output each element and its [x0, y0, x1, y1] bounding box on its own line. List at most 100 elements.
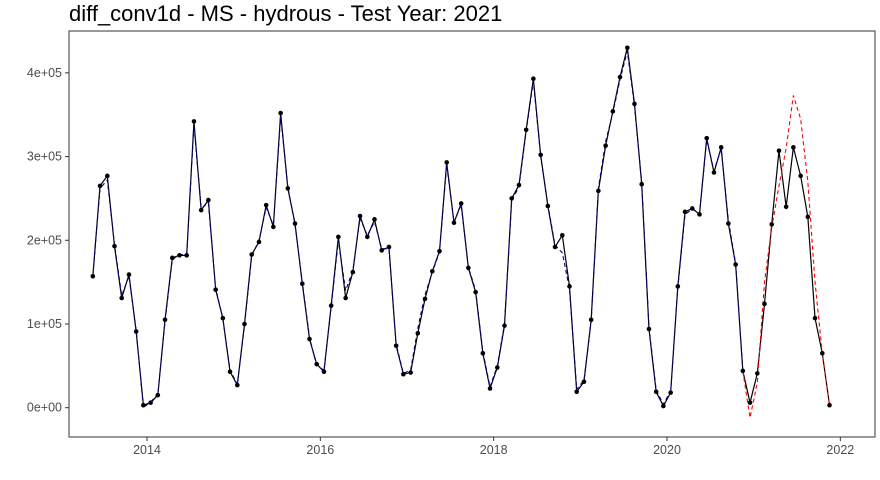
actual-data-point [343, 295, 348, 301]
actual-data-point [552, 244, 558, 250]
actual-data-point [639, 181, 644, 187]
actual-data-point [704, 135, 709, 141]
actual-data-point [307, 336, 312, 342]
actual-data-point [300, 281, 305, 287]
actual-data-point [646, 326, 652, 332]
actual-data-point [812, 315, 818, 321]
actual-data-point [206, 197, 211, 203]
actual-data-point [256, 239, 262, 245]
actual-data-point [682, 209, 688, 215]
y-tick-label-1e+05: 1e+05 [27, 317, 62, 331]
actual-data-point [105, 173, 110, 179]
actual-data-point [328, 303, 334, 308]
actual-data-point [220, 315, 226, 321]
actual-data-point [213, 287, 218, 292]
actual-data-point [740, 368, 746, 374]
x-tick-label-2020: 2020 [653, 443, 681, 457]
actual-data-point [480, 350, 486, 356]
actual-data-point [747, 400, 753, 405]
actual-data-point [162, 317, 168, 323]
actual-data-point [393, 343, 399, 349]
actual-data-point [625, 45, 630, 51]
plot-panel-border [68, 30, 876, 438]
y-tick-label-4e+05: 4e+05 [27, 66, 62, 80]
y-tick-label-3e+05: 3e+05 [27, 150, 62, 164]
actual-data-point [444, 160, 449, 165]
actual-data-point [170, 255, 175, 261]
actual-data-point [783, 204, 789, 210]
actual-data-point [263, 202, 269, 208]
x-tick-label-2014: 2014 [133, 443, 161, 457]
actual-data-point [350, 269, 356, 275]
actual-data-point [292, 221, 298, 226]
actual-data-point [574, 389, 579, 395]
actual-data-point [827, 402, 832, 408]
actual-data-point [126, 272, 132, 277]
actual-data-point [791, 145, 796, 150]
actual-data-point [516, 182, 522, 188]
actual-data-point [466, 265, 471, 271]
actual-data-point [581, 379, 587, 385]
actual-data-point [285, 186, 291, 191]
actual-data-point [321, 369, 327, 375]
actual-data-point [227, 369, 233, 375]
x-tick-label-2018: 2018 [480, 443, 508, 457]
y-tick-label-2e+05: 2e+05 [27, 233, 62, 247]
actual-data-point [271, 224, 276, 230]
actual-data-point [718, 145, 724, 150]
actual-data-point [697, 212, 702, 217]
actual-data-point [798, 173, 803, 179]
fitted-series-line [92, 50, 744, 409]
actual-data-point [198, 207, 204, 213]
actual-data-point [805, 214, 811, 220]
actual-data-point [617, 74, 623, 80]
actual-data-point [588, 317, 594, 323]
forecast-series-line [742, 95, 831, 418]
actual-data-point [509, 196, 514, 201]
actual-data-point [726, 221, 731, 226]
actual-data-point [755, 371, 760, 376]
actual-data-point [668, 390, 673, 395]
actual-data-point [820, 350, 825, 356]
actual-data-point [191, 119, 197, 124]
actual-data-point [177, 253, 182, 258]
actual-data-point [487, 386, 493, 391]
actual-data-point [141, 402, 146, 408]
chart-title: diff_conv1d - MS - hydrous - Test Year: … [69, 1, 503, 26]
actual-data-point [133, 329, 139, 334]
actual-data-point [473, 289, 478, 295]
actual-data-point [386, 244, 392, 250]
actual-data-point [235, 382, 240, 388]
actual-data-point [610, 109, 616, 114]
x-tick-label-2022: 2022 [826, 443, 854, 457]
actual-data-point [653, 389, 659, 395]
actual-data-point [155, 392, 161, 398]
actual-data-point [632, 101, 637, 107]
actual-data-point [531, 76, 536, 82]
actual-data-point [711, 170, 717, 175]
actual-data-point [733, 262, 738, 267]
actual-data-point [502, 323, 507, 328]
actual-data-point [112, 243, 117, 249]
actual-data-point [603, 143, 608, 148]
actual-data-point [148, 400, 153, 405]
actual-data-point [437, 248, 442, 254]
actual-data-point [762, 301, 767, 307]
actual-data-point [97, 183, 103, 189]
actual-data-point [336, 234, 341, 240]
actual-data-point [372, 217, 377, 222]
actual-data-point [278, 110, 283, 116]
actual-data-point [242, 321, 247, 327]
actual-data-point [560, 232, 565, 238]
y-tick-label-0e+00: 0e+00 [27, 401, 62, 415]
actual-data-point [458, 201, 464, 206]
actual-data-point [661, 403, 666, 409]
actual-data-point [776, 148, 782, 154]
actual-data-point [545, 203, 551, 209]
actual-data-point [357, 213, 363, 219]
actual-data-point [567, 284, 572, 289]
actual-data-point [365, 234, 370, 240]
actual-data-point [119, 295, 124, 301]
actual-data-point [422, 296, 428, 302]
